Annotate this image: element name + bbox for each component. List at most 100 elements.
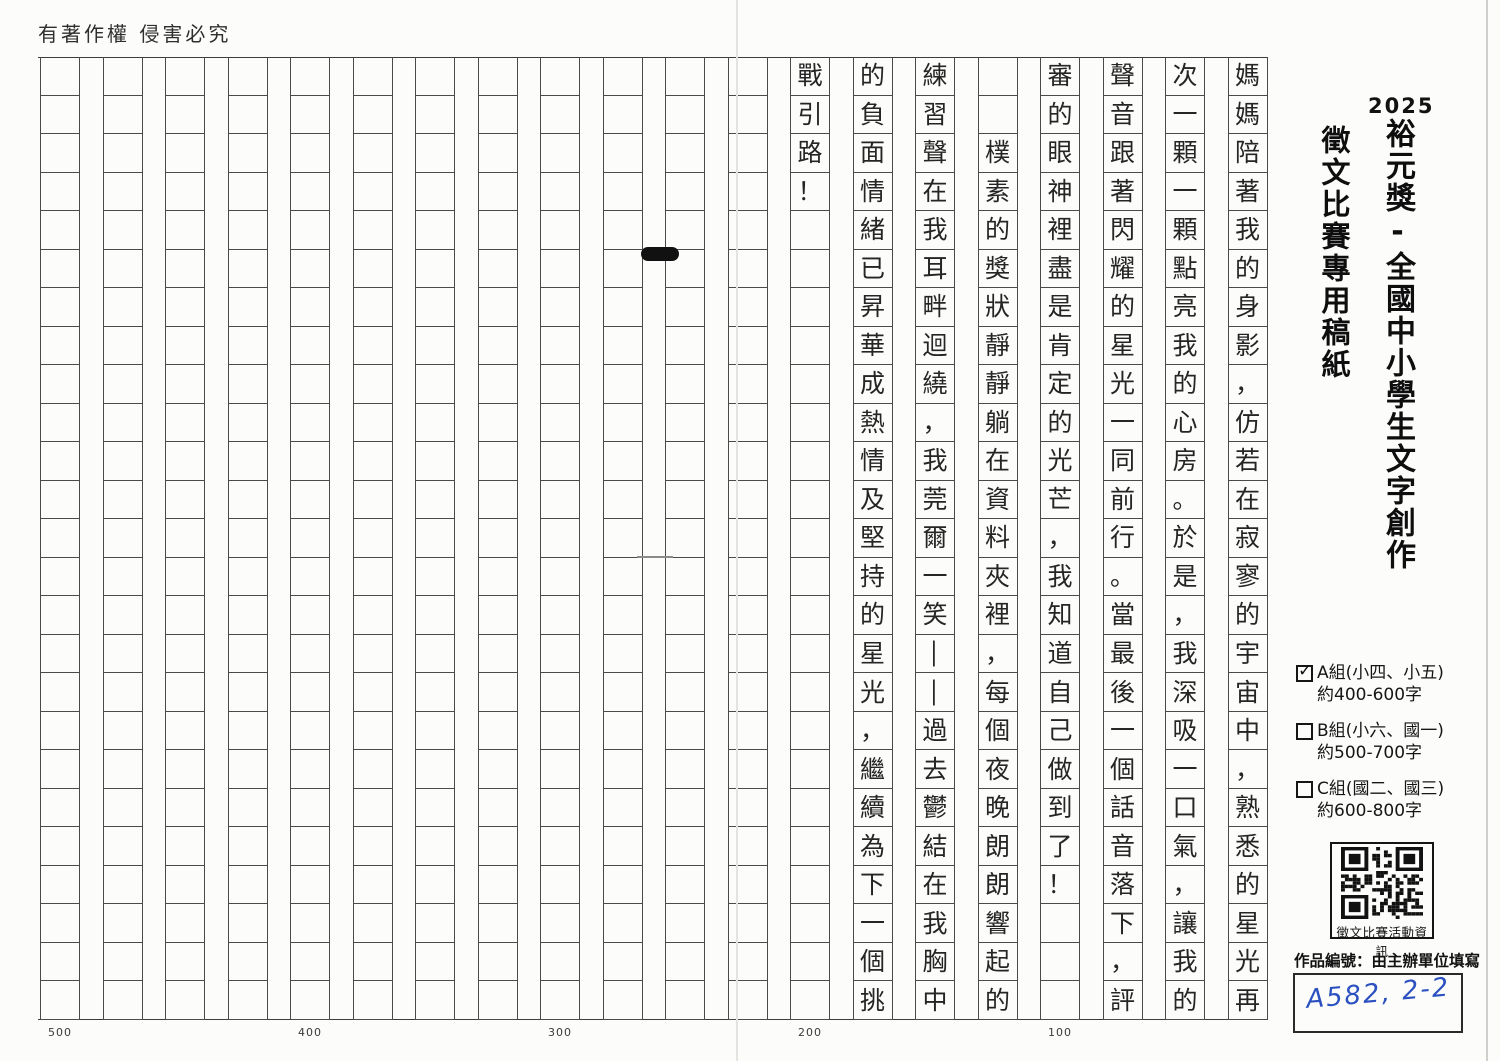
grid-cell — [103, 481, 142, 520]
grid-cell — [353, 404, 392, 443]
grid-cell — [166, 481, 204, 520]
grid-cell: 身 — [1228, 288, 1267, 327]
grid-cell — [166, 789, 204, 828]
grid-cell: 後 — [1103, 673, 1142, 712]
grid-cell: 去 — [916, 750, 954, 789]
grid-cell — [353, 635, 392, 674]
scan-edge-shadow — [1486, 0, 1488, 1061]
grid-cell — [166, 57, 204, 96]
grid-cell — [478, 635, 517, 674]
grid-cell — [41, 673, 79, 712]
grid-cell — [666, 481, 704, 520]
grid-cell — [603, 365, 642, 404]
grid-cell — [291, 558, 329, 597]
grid-cell: 宇 — [1228, 635, 1267, 674]
grid-cell: ， — [916, 404, 954, 443]
grid-cell — [166, 712, 204, 751]
grid-cell — [603, 673, 642, 712]
char-count-label: 100 — [1048, 1026, 1072, 1039]
grid-cell: 我 — [1041, 558, 1079, 597]
grid-cell — [603, 981, 642, 1020]
grid-cell — [541, 288, 579, 327]
grid-cell — [478, 943, 517, 982]
grid-cell — [103, 943, 142, 982]
grid-cell: 閃 — [1103, 211, 1142, 250]
grid-cell — [416, 211, 454, 250]
grid-cell — [291, 57, 329, 96]
grid-cell: 著 — [1228, 173, 1267, 212]
grid-cell — [103, 327, 142, 366]
grid-cell — [666, 558, 704, 597]
grid-cell: 是 — [1166, 558, 1204, 597]
grid-cell — [103, 712, 142, 751]
grid-cell: 同 — [1103, 442, 1142, 481]
grid-cell — [603, 96, 642, 135]
grid-cell — [41, 134, 79, 173]
grid-cell — [791, 943, 829, 982]
grid-cell — [103, 827, 142, 866]
grid-cell — [228, 327, 267, 366]
grid-cell: 我 — [916, 904, 954, 943]
grid-cell: 顆 — [1166, 211, 1204, 250]
grid-cell — [228, 288, 267, 327]
grid-cell — [603, 904, 642, 943]
grid-cell — [791, 596, 829, 635]
binding-mark-middle — [637, 556, 673, 558]
grid-cell: 心 — [1166, 404, 1204, 443]
grid-cell — [166, 404, 204, 443]
grid-cell — [228, 211, 267, 250]
grid-cell — [603, 327, 642, 366]
grid-column — [290, 57, 330, 1020]
grid-cell — [41, 211, 79, 250]
grid-cell — [103, 250, 142, 289]
grid-cell — [728, 904, 767, 943]
grid-cell: 挑 — [853, 981, 892, 1020]
grid-cell: 靜 — [978, 365, 1017, 404]
grid-cell — [353, 96, 392, 135]
grid-cell — [666, 57, 704, 96]
grid-cell — [228, 558, 267, 597]
grid-cell: 顆 — [1166, 134, 1204, 173]
grid-cell — [541, 750, 579, 789]
grid-cell — [978, 96, 1017, 135]
grid-cell: 自 — [1041, 673, 1079, 712]
grid-cell — [353, 250, 392, 289]
grid-cell — [478, 904, 517, 943]
grid-cell — [103, 134, 142, 173]
checkbox-group-c — [1296, 780, 1313, 798]
grid-cell — [728, 250, 767, 289]
grid-cell — [291, 442, 329, 481]
grid-cell: 戰 — [791, 57, 829, 96]
grid-cell: 路 — [791, 134, 829, 173]
grid-cell: 音 — [1103, 827, 1142, 866]
grid-cell: 聲 — [1103, 57, 1142, 96]
grid-cell: 繞 — [916, 365, 954, 404]
grid-cell — [603, 442, 642, 481]
grid-cell: ， — [1166, 596, 1204, 635]
grid-cell — [291, 288, 329, 327]
grid-cell: 料 — [978, 519, 1017, 558]
grid-cell: 耀 — [1103, 250, 1142, 289]
grid-cell — [603, 57, 642, 96]
grid-cell: 在 — [916, 173, 954, 212]
group-a-range: 約400-600字 — [1317, 685, 1423, 705]
grid-cell — [291, 712, 329, 751]
grid-cell — [416, 943, 454, 982]
grid-cell — [291, 827, 329, 866]
grid-cell: 仿 — [1228, 404, 1267, 443]
grid-cell: 媽 — [1228, 96, 1267, 135]
grid-cell — [103, 673, 142, 712]
grid-cell — [1041, 904, 1079, 943]
grid-cell — [728, 481, 767, 520]
grid-cell — [41, 904, 79, 943]
grid-cell — [666, 750, 704, 789]
grid-cell — [228, 673, 267, 712]
group-c-range: 約600-800字 — [1317, 801, 1423, 821]
grid-cell — [353, 211, 392, 250]
grid-cell: — — [916, 673, 954, 712]
grid-cell — [603, 943, 642, 982]
grid-cell: 中 — [916, 981, 954, 1020]
grid-cell — [791, 635, 829, 674]
grid-cell — [166, 981, 204, 1020]
grid-cell — [728, 596, 767, 635]
